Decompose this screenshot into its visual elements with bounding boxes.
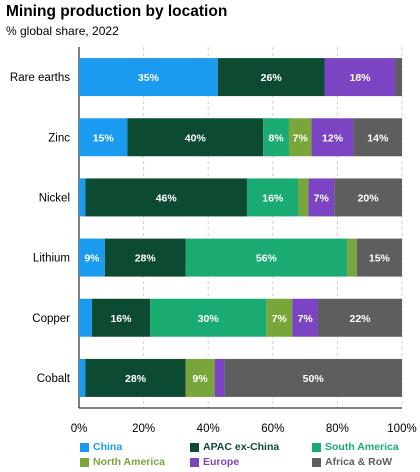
bar-segment bbox=[308, 178, 335, 217]
legend-item: Europe bbox=[190, 456, 239, 468]
data-label: 8% bbox=[268, 132, 284, 144]
bar-segment bbox=[324, 58, 396, 97]
bar-segment bbox=[334, 178, 402, 217]
bar-segment bbox=[104, 238, 186, 277]
data-label: 30% bbox=[198, 313, 220, 325]
x-tick-label: 60% bbox=[261, 423, 284, 435]
legend-label: North America bbox=[93, 456, 165, 468]
legend-label: China bbox=[93, 441, 123, 453]
data-label: 28% bbox=[125, 373, 147, 385]
bar-segment bbox=[266, 298, 293, 337]
chart-title: Mining production by location bbox=[6, 3, 228, 20]
legend-swatch bbox=[80, 442, 89, 452]
data-label: 18% bbox=[350, 72, 372, 84]
bar-segment bbox=[79, 58, 218, 97]
legend-label: APAC ex-China bbox=[203, 441, 280, 453]
data-label: 7% bbox=[298, 313, 314, 325]
bar-segment bbox=[318, 298, 402, 337]
data-label: 35% bbox=[138, 72, 160, 84]
bar-segment bbox=[79, 178, 86, 217]
legend-swatch bbox=[190, 442, 199, 452]
bar-segment bbox=[288, 118, 312, 157]
data-label: 56% bbox=[256, 253, 278, 265]
data-label: 7% bbox=[293, 132, 309, 144]
bar-segment bbox=[79, 238, 105, 277]
data-label: 28% bbox=[135, 253, 157, 265]
x-tick-label: 20% bbox=[132, 423, 155, 435]
bar-segment bbox=[185, 358, 215, 397]
bar-segment bbox=[214, 358, 225, 397]
data-label: 7% bbox=[272, 313, 288, 325]
legend-swatch bbox=[312, 457, 321, 467]
chart-subtitle: % global share, 2022 bbox=[6, 24, 119, 38]
data-label: 50% bbox=[303, 373, 325, 385]
x-tick-label: 80% bbox=[326, 423, 349, 435]
bar-segment bbox=[127, 118, 264, 157]
data-label: 9% bbox=[84, 253, 100, 265]
x-tick-label: 100% bbox=[387, 423, 416, 435]
data-label: 12% bbox=[322, 132, 344, 144]
category-label: Nickel bbox=[39, 192, 70, 204]
x-tick-label: 40% bbox=[197, 423, 220, 435]
data-label: 22% bbox=[350, 313, 372, 325]
legend-item: APAC ex-China bbox=[190, 441, 279, 453]
chart-legend: China APAC ex-China South America North Ame… bbox=[80, 441, 415, 471]
bar-segment bbox=[224, 358, 402, 397]
stacked-bar-chart: 0% 20% 40% 60% 80% 100% Rare earths 35% 26% 18% Zi… bbox=[10, 47, 417, 435]
legend-item: China bbox=[80, 441, 122, 453]
legend-swatch bbox=[80, 457, 89, 467]
bar-segment bbox=[356, 238, 402, 277]
legend-item: South America bbox=[312, 441, 399, 453]
data-label: 15% bbox=[93, 132, 115, 144]
bar-segment bbox=[395, 58, 402, 97]
bar-segment bbox=[347, 238, 357, 277]
bar-segment bbox=[85, 178, 247, 217]
category-label: Cobalt bbox=[37, 373, 71, 385]
legend-label: Europe bbox=[203, 456, 240, 468]
data-label: 20% bbox=[358, 192, 380, 204]
data-label: 15% bbox=[369, 253, 391, 265]
x-tick-label: 0% bbox=[71, 423, 88, 435]
bar-segment bbox=[246, 178, 299, 217]
bar-segment bbox=[91, 298, 151, 337]
category-label: Zinc bbox=[48, 132, 70, 144]
bar-segment bbox=[298, 178, 309, 217]
data-label: 40% bbox=[185, 132, 207, 144]
bar-segment bbox=[85, 358, 186, 397]
bar-segment bbox=[311, 118, 354, 157]
legend-swatch bbox=[190, 457, 199, 467]
bar-segment bbox=[263, 118, 289, 157]
legend-swatch bbox=[312, 442, 321, 452]
data-label: 9% bbox=[193, 373, 209, 385]
data-label: 16% bbox=[110, 313, 132, 325]
data-label: 14% bbox=[367, 132, 389, 144]
bar-segment bbox=[79, 298, 92, 337]
category-label: Lithium bbox=[33, 253, 70, 265]
data-label: 26% bbox=[261, 72, 283, 84]
bar-segment bbox=[217, 58, 325, 97]
bar-segment bbox=[353, 118, 402, 157]
bar-segment bbox=[79, 358, 86, 397]
bar-segment bbox=[185, 238, 348, 277]
legend-label: South America bbox=[325, 441, 399, 453]
data-label: 46% bbox=[156, 192, 178, 204]
legend-item: Africa & RoW bbox=[312, 456, 392, 468]
legend-label: Africa & RoW bbox=[325, 456, 393, 468]
bar-segment bbox=[292, 298, 319, 337]
legend-item: North America bbox=[80, 456, 165, 468]
category-label: Rare earths bbox=[10, 72, 70, 84]
data-label: 16% bbox=[262, 192, 284, 204]
bar-segment bbox=[150, 298, 267, 337]
bar-segment bbox=[79, 118, 128, 157]
data-label: 7% bbox=[314, 192, 330, 204]
category-label: Copper bbox=[32, 313, 70, 325]
